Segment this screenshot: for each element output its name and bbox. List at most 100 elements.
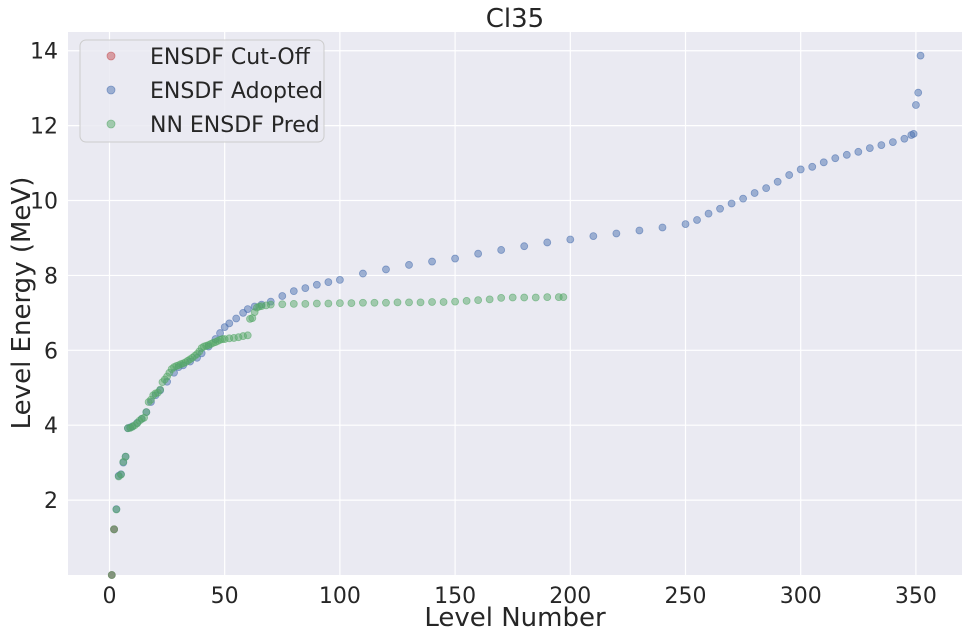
data-point-nn-ensdf-pred: [278, 300, 287, 309]
y-tick-label: 8: [44, 264, 58, 289]
data-point-ensdf-adopted: [474, 249, 483, 258]
data-point-nn-ensdf-pred: [107, 571, 116, 579]
data-point-ensdf-adopted: [750, 189, 759, 197]
y-tick-label: 2: [44, 489, 58, 514]
data-point-ensdf-adopted: [877, 141, 886, 149]
data-point-ensdf-adopted: [900, 134, 909, 143]
data-point-ensdf-adopted: [497, 246, 506, 254]
data-point-ensdf-adopted: [451, 254, 459, 263]
data-point-ensdf-adopted: [739, 194, 748, 203]
data-point-nn-ensdf-pred: [497, 293, 506, 302]
data-point-ensdf-adopted: [762, 184, 771, 193]
data-point-ensdf-adopted: [716, 204, 724, 213]
data-point-ensdf-adopted: [704, 209, 713, 218]
data-point-ensdf-adopted: [278, 292, 287, 300]
grid: [68, 32, 962, 575]
data-point-ensdf-adopted: [520, 242, 529, 251]
y-tick-label: 10: [30, 190, 58, 215]
data-point-ensdf-adopted: [693, 216, 701, 224]
data-point-nn-ensdf-pred: [370, 298, 379, 307]
x-tick-label: 250: [665, 584, 707, 609]
data-point-nn-ensdf-pred: [531, 293, 540, 302]
data-point-ensdf-adopted: [428, 257, 436, 266]
tick-labels: 0 50 100 150 200 250 300 350 2 4 6 8 10 12 14: [30, 40, 937, 609]
data-point-ensdf-adopted: [612, 229, 621, 238]
data-point-ensdf-adopted: [324, 278, 333, 287]
data-point-ensdf-adopted: [635, 226, 644, 235]
legend-marker: [106, 85, 116, 95]
data-point-ensdf-adopted: [831, 154, 840, 163]
x-tick-label: 350: [895, 584, 937, 609]
data-point-ensdf-adopted: [405, 261, 413, 269]
x-tick-label: 150: [434, 584, 476, 609]
data-point-ensdf-adopted: [916, 51, 925, 60]
data-point-nn-ensdf-pred: [117, 470, 125, 479]
data-point-nn-ensdf-pred: [382, 298, 390, 307]
data-point-ensdf-adopted: [909, 129, 918, 138]
data-point-ensdf-adopted: [335, 276, 344, 284]
data-point-nn-ensdf-pred: [301, 299, 310, 308]
y-axis-label: Level Energy (MeV): [7, 177, 37, 430]
legend-label: ENSDF Cut-Off: [150, 45, 311, 70]
data-point-nn-ensdf-pred: [289, 299, 298, 308]
data-point-nn-ensdf-pred: [416, 298, 425, 307]
data-point-nn-ensdf-pred: [142, 408, 151, 417]
data-point-nn-ensdf-pred: [156, 385, 165, 394]
data-point-nn-ensdf-pred: [324, 299, 333, 308]
y-tick-label: 4: [44, 414, 58, 439]
data-point-ensdf-adopted: [232, 314, 241, 323]
data-point-ensdf-adopted: [808, 162, 817, 171]
data-point-nn-ensdf-pred: [559, 293, 568, 302]
legend-label: NN ENSDF Pred: [150, 113, 320, 138]
data-point-nn-ensdf-pred: [428, 298, 436, 306]
data-point-ensdf-adopted: [681, 220, 690, 229]
data-point-ensdf-adopted: [243, 305, 252, 314]
data-point-nn-ensdf-pred: [439, 298, 448, 306]
data-point-nn-ensdf-pred: [121, 452, 130, 461]
data-point-nn-ensdf-pred: [110, 525, 118, 534]
data-point-ensdf-adopted: [785, 171, 794, 179]
data-point-nn-ensdf-pred: [112, 505, 121, 514]
legend: ENSDF Cut-Off ENSDF Adopted NN ENSDF Pred: [79, 39, 325, 143]
legend-box: [79, 39, 325, 143]
x-tick-label: 200: [549, 584, 591, 609]
y-tick-label: 12: [30, 115, 58, 140]
data-point-ensdf-adopted: [912, 101, 920, 109]
data-point-nn-ensdf-pred: [312, 299, 321, 308]
x-tick-label: 300: [780, 584, 822, 609]
data-point-ensdf-adopted: [301, 284, 310, 293]
legend-label: ENSDF Adopted: [150, 79, 323, 104]
legend-marker: [106, 119, 116, 129]
data-point-ensdf-adopted: [359, 269, 367, 278]
data-point-nn-ensdf-pred: [520, 293, 529, 302]
data-point-nn-ensdf-pred: [393, 298, 402, 307]
data-point-nn-ensdf-pred: [508, 293, 517, 302]
y-tick-label: 14: [30, 40, 58, 65]
data-point-ensdf-adopted: [589, 232, 598, 240]
data-point-nn-ensdf-pred: [359, 298, 367, 307]
legend-marker: [106, 51, 116, 61]
data-point-ensdf-adopted: [854, 147, 863, 156]
data-point-nn-ensdf-pred: [243, 331, 252, 340]
data-point-ensdf-adopted: [914, 88, 923, 97]
data-point-ensdf-adopted: [727, 199, 736, 208]
data-point-nn-ensdf-pred: [405, 298, 413, 307]
data-point-nn-ensdf-pred: [451, 297, 459, 306]
x-tick-label: 100: [319, 584, 361, 609]
data-point-ensdf-adopted: [819, 158, 828, 167]
data-point-ensdf-adopted: [658, 223, 667, 232]
data-point-ensdf-adopted: [312, 280, 321, 289]
data-point-ensdf-adopted: [382, 265, 390, 274]
data-point-ensdf-adopted: [888, 138, 897, 146]
chart-title: Cl35: [486, 4, 544, 34]
data-point-ensdf-adopted: [865, 144, 874, 152]
data-point-ensdf-adopted: [796, 165, 805, 174]
data-point-ensdf-adopted: [773, 177, 782, 186]
data-point-ensdf-adopted: [566, 235, 575, 244]
y-tick-label: 6: [44, 339, 58, 364]
data-point-nn-ensdf-pred: [485, 295, 494, 304]
x-axis-label: Level Number: [424, 603, 606, 633]
x-tick-label: 0: [102, 584, 116, 609]
data-point-nn-ensdf-pred: [474, 296, 483, 305]
